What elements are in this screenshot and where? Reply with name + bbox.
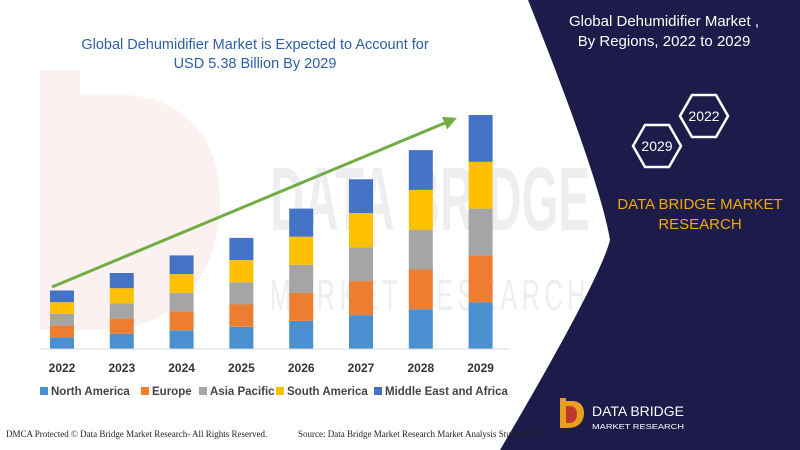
bar-segment-2029-middle-east-and-africa <box>468 115 493 162</box>
x-tick-labels: 2022 2023 2024 2025 2026 2027 2028 2029 <box>49 361 495 375</box>
bar-segment-2026-asia-pacific <box>289 264 314 293</box>
x-tick-label-2026: 2026 <box>288 361 315 375</box>
bar-segment-2026-north-america <box>289 320 314 349</box>
legend-swatch-europe <box>141 387 149 395</box>
bar-segment-2029-north-america <box>468 302 493 349</box>
bar-segment-2025-europe <box>229 304 254 327</box>
legend-label-north-america: North America <box>51 386 130 398</box>
bar-segment-2028-europe <box>408 269 433 310</box>
legend-swatch-asia-pacific <box>199 387 207 395</box>
bar-segment-2023-north-america <box>109 333 134 349</box>
bars <box>50 115 493 349</box>
chart-title-line2: USD 5.38 Billion By 2029 <box>174 56 337 72</box>
legend-swatch-middle-east-and-africa <box>374 387 382 395</box>
bar-segment-2023-asia-pacific <box>109 303 134 319</box>
logo-tagline: MARKET RESEARCH <box>592 424 684 431</box>
footer-source: Source: Data Bridge Market Research Mark… <box>298 429 540 439</box>
bar-segment-2023-europe <box>109 318 134 334</box>
bar-segment-2023-south-america <box>109 288 134 304</box>
bar-segment-2029-europe <box>468 255 493 303</box>
footer-copyright: DMCA Protected © Data Bridge Market Rese… <box>6 429 267 439</box>
bar-segment-2025-asia-pacific <box>229 282 254 305</box>
bar-segment-2024-middle-east-and-africa <box>169 255 194 275</box>
bar-segment-2028-south-america <box>408 189 433 230</box>
hexagon-2029-shape <box>631 123 683 169</box>
panel-brand-line1: DATA BRIDGE MARKET <box>617 196 782 213</box>
x-tick-label-2027: 2027 <box>348 361 375 375</box>
bar-segment-2024-asia-pacific <box>169 292 194 312</box>
logo-name: DATA BRIDGE <box>592 403 684 419</box>
bar-segment-2022-south-america <box>50 302 74 314</box>
trend-arrow <box>51 116 457 289</box>
regions-panel: Global Dehumidifier Market , By Regions,… <box>500 0 800 450</box>
hexagon-2022-shape <box>678 93 730 139</box>
bar-segment-2028-middle-east-and-africa <box>408 150 433 190</box>
hexagon-2022-label: 2022 <box>688 108 719 124</box>
bar-segment-2026-south-america <box>289 236 314 265</box>
legend-label-south-america: South America <box>287 386 368 398</box>
legend: North America Europe Asia Pacific South Ame… <box>40 386 509 398</box>
legend-label-middle-east-and-africa: Middle East and Africa <box>385 386 509 398</box>
x-tick-label-2023: 2023 <box>108 361 135 375</box>
bar-segment-2025-middle-east-and-africa <box>229 237 254 261</box>
legend-label-asia-pacific: Asia Pacific <box>210 386 275 398</box>
bar-segment-2024-south-america <box>169 274 194 293</box>
bar-segment-2027-north-america <box>349 315 373 349</box>
x-tick-label-2028: 2028 <box>407 361 434 375</box>
bar-segment-2025-south-america <box>229 260 254 283</box>
legend-swatch-south-america <box>276 387 284 395</box>
bar-segment-2026-europe <box>289 292 314 321</box>
legend-label-europe: Europe <box>152 386 192 398</box>
bar-segment-2022-europe <box>50 325 74 338</box>
bar-segment-2026-middle-east-and-africa <box>289 208 314 237</box>
legend-swatch-north-america <box>40 387 48 395</box>
x-tick-label-2025: 2025 <box>228 361 255 375</box>
bar-segment-2029-asia-pacific <box>468 208 493 256</box>
x-tick-label-2029: 2029 <box>467 361 494 375</box>
bar-segment-2027-south-america <box>349 213 373 248</box>
bar-segment-2022-middle-east-and-africa <box>50 290 74 303</box>
logo-mark-inner <box>566 406 577 423</box>
panel-title-line1: Global Dehumidifier Market , <box>569 13 759 30</box>
bar-segment-2023-middle-east-and-africa <box>109 273 134 289</box>
bar-segment-2029-south-america <box>468 161 493 209</box>
bar-segment-2028-north-america <box>408 309 433 349</box>
x-tick-label-2022: 2022 <box>49 361 76 375</box>
panel-brand-line2: RESEARCH <box>658 216 741 233</box>
chart-title-line1: Global Dehumidifier Market is Expected t… <box>81 37 429 53</box>
bar-segment-2027-middle-east-and-africa <box>349 179 373 214</box>
bar-segment-2024-north-america <box>169 330 194 349</box>
bar-segment-2027-europe <box>349 281 373 315</box>
bar-segment-2022-north-america <box>50 337 74 349</box>
hexagon-2029-label: 2029 <box>641 138 672 154</box>
bar-segment-2024-europe <box>169 311 194 331</box>
bar-segment-2027-asia-pacific <box>349 247 373 282</box>
bar-segment-2022-asia-pacific <box>50 313 74 326</box>
bar-segment-2025-north-america <box>229 326 254 349</box>
company-logo: DATA BRIDGE MARKET RESEARCH <box>560 398 684 431</box>
x-tick-label-2024: 2024 <box>168 361 195 375</box>
panel-title-line2: By Regions, 2022 to 2029 <box>578 33 751 50</box>
bar-segment-2028-asia-pacific <box>408 229 433 270</box>
